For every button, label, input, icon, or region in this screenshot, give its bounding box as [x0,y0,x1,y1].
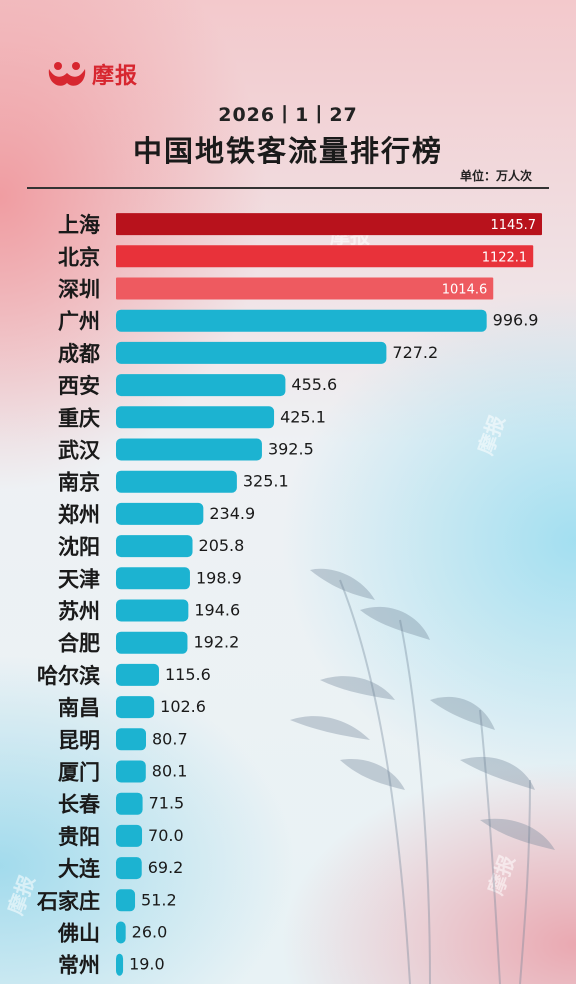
value-label: 392.5 [268,440,314,459]
category-label: 长春 [58,793,101,817]
value-label: 425.1 [280,407,326,426]
category-label: 南京 [58,471,100,495]
category-label: 昆明 [58,728,100,752]
value-label: 51.2 [141,890,177,909]
category-label: 广州 [58,310,100,334]
bar [116,277,494,300]
value-label: 996.9 [493,311,539,330]
bar [116,470,237,493]
bar [116,760,146,783]
bar [116,824,143,847]
date-label: 2026丨1丨27 [218,104,358,126]
bar [116,567,190,590]
value-label: 325.1 [243,472,289,491]
bar [116,599,189,622]
bar [116,406,275,429]
value-label: 1014.6 [442,283,488,298]
category-label: 成都 [58,342,100,366]
bar [116,696,155,719]
category-label: 上海 [58,213,100,237]
category-label: 贵阳 [58,825,100,849]
bar [116,631,188,654]
bar [116,341,387,364]
category-label: 大连 [58,857,101,881]
category-label: 厦门 [58,761,100,785]
value-label: 80.7 [152,729,188,748]
category-label: 合肥 [58,632,100,656]
bar [116,889,136,912]
value-label: 205.8 [199,536,245,555]
value-label: 71.5 [149,794,185,813]
value-label: 455.6 [291,375,337,394]
bar [116,921,126,944]
category-label: 哈尔滨 [37,664,100,688]
bar [116,502,204,525]
chart-title: 中国地铁客流量排行榜 [132,134,443,168]
category-label: 沈阳 [58,535,100,559]
value-label: 19.0 [129,955,165,974]
bar [116,857,142,880]
bar [116,374,286,397]
bar [116,663,159,686]
value-label: 115.6 [165,665,211,684]
reed-decoration [290,568,555,984]
category-label: 深圳 [58,278,100,302]
value-label: 234.9 [209,504,255,523]
bar [116,213,542,236]
value-label: 727.2 [392,343,438,362]
category-label: 天津 [58,567,100,591]
value-label: 69.2 [148,858,184,877]
category-label: 佛山 [57,922,100,946]
category-label: 南昌 [58,696,100,720]
bar [116,438,262,461]
value-label: 80.1 [152,762,188,781]
header-divider [27,187,549,189]
bar [116,792,143,815]
value-label: 1122.1 [482,250,528,265]
value-label: 26.0 [132,923,168,942]
category-label: 石家庄 [36,889,100,913]
value-label: 102.6 [160,697,206,716]
category-label: 苏州 [58,600,100,624]
bar [116,245,534,268]
bar [116,728,147,751]
value-label: 198.9 [196,568,242,587]
bar [116,309,487,332]
value-label: 70.0 [148,826,184,845]
value-label: 192.2 [193,633,239,652]
category-label: 重庆 [58,406,100,430]
category-label: 常州 [58,954,100,978]
value-label: 1145.7 [491,218,537,233]
unit-label: 单位：万人次 [459,169,532,183]
category-label: 武汉 [58,439,101,463]
bar [116,953,124,976]
value-label: 194.6 [194,601,240,620]
brand-logo: 摩报 [44,56,138,92]
brand-name: 摩报 [92,64,139,89]
category-label: 西安 [58,374,100,398]
bar-chart: 上海 1145.7 北京 1122.1 深圳 1014.6 广州 996.9 成都 727.2 西安… [36,213,542,978]
mobao-logo-icon [48,62,86,86]
category-label: 北京 [58,245,100,269]
category-label: 郑州 [58,503,100,527]
bar [116,535,193,558]
